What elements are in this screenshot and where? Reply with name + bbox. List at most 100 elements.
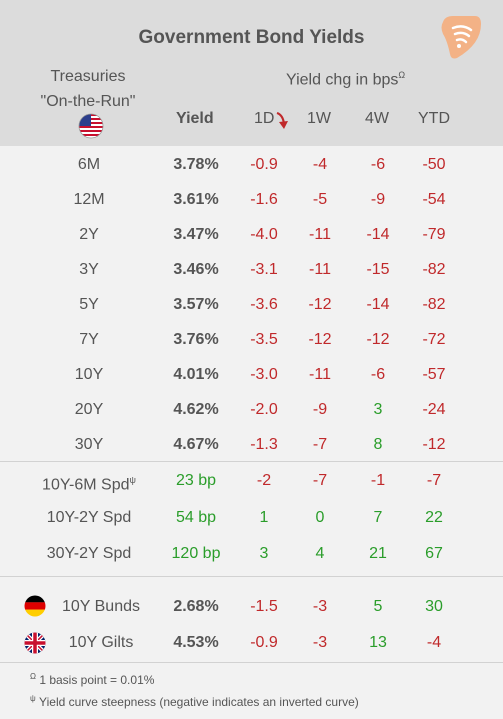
- row-label: 30Y: [74, 436, 104, 453]
- col-4w-header: 4W: [365, 110, 389, 127]
- footnote-steepness: ψ Yield curve steepness (negative indica…: [30, 694, 359, 709]
- spread-label: 10Y-6M Spd: [42, 476, 130, 494]
- row-ytd: -50: [422, 156, 446, 173]
- table-row: 10Y-2Y Spd 54 bp 1 0 7 22: [0, 500, 503, 535]
- row-1w: -5: [312, 191, 328, 208]
- table-row: 20Y 4.62% -2.0 -9 3 -24: [0, 392, 503, 427]
- row-4w: 3: [373, 401, 383, 418]
- footnote-basis-point: Ω 1 basis point = 0.01%: [30, 672, 154, 687]
- row-4w: -1: [370, 472, 386, 489]
- row-label: 30Y-2Y Spd: [46, 545, 132, 562]
- col-1w-header: 1W: [307, 110, 331, 127]
- row-1d: -0.9: [250, 634, 278, 651]
- row-4w: 8: [373, 436, 383, 453]
- row-yield: 3.47%: [173, 226, 219, 243]
- row-4w: -12: [366, 331, 390, 348]
- row-yield: 4.62%: [173, 401, 219, 418]
- psi-superscript: ψ: [129, 475, 136, 485]
- row-4w: -6: [370, 366, 386, 383]
- row-yield: 4.53%: [173, 634, 219, 651]
- logo-icon: [441, 16, 481, 59]
- footnote-text: 1 basis point = 0.01%: [39, 673, 155, 687]
- section-divider: [0, 461, 503, 462]
- row-1w: -7: [312, 472, 328, 489]
- on-the-run-label: "On-the-Run": [40, 93, 136, 110]
- row-1w: -11: [309, 366, 331, 383]
- row-1w: -7: [312, 436, 328, 453]
- row-label: 6M: [77, 156, 101, 173]
- germany-flag-icon: [24, 595, 46, 617]
- row-yield: 2.68%: [173, 598, 219, 615]
- row-4w: 5: [373, 598, 383, 615]
- row-ytd: 30: [425, 598, 443, 615]
- row-yield: 3.57%: [173, 296, 219, 313]
- row-1w: -3: [312, 634, 328, 651]
- row-ytd: -54: [422, 191, 446, 208]
- row-label: 5Y: [79, 296, 99, 313]
- row-1d: -1.3: [250, 436, 278, 453]
- row-label: 2Y: [79, 226, 99, 243]
- row-4w: 7: [373, 509, 383, 526]
- row-1w: -3: [312, 598, 328, 615]
- row-1d: -3.0: [250, 366, 278, 383]
- col-1d-header: 1D: [254, 110, 275, 127]
- row-1d: -4.0: [250, 226, 278, 243]
- row-yield: 3.61%: [173, 191, 219, 208]
- row-yield: 3.78%: [173, 156, 219, 173]
- row-1d: -1.5: [250, 598, 278, 615]
- col-ytd-header: YTD: [418, 110, 450, 127]
- row-ytd: 22: [425, 509, 443, 526]
- row-1w: -11: [309, 226, 331, 243]
- row-1d: -3.6: [250, 296, 278, 313]
- footnote-text: Yield curve steepness (negative indicate…: [39, 695, 359, 709]
- row-label: 10Y: [74, 366, 104, 383]
- row-1d: 3: [259, 545, 269, 562]
- table-row: 6M 3.78% -0.9 -4 -6 -50: [0, 147, 503, 182]
- row-label: 10Y Gilts: [68, 634, 134, 651]
- row-1d: 1: [259, 509, 269, 526]
- row-1w: 0: [315, 509, 325, 526]
- row-1w: -9: [312, 401, 328, 418]
- omega-superscript: Ω: [398, 70, 406, 80]
- row-1d: -3.5: [250, 331, 278, 348]
- row-yield: 23 bp: [175, 472, 217, 489]
- table-row: 2Y 3.47% -4.0 -11 -14 -79: [0, 217, 503, 252]
- row-1d: -3.1: [250, 261, 278, 278]
- row-yield: 120 bp: [171, 545, 221, 562]
- row-ytd: -7: [426, 472, 442, 489]
- row-ytd: -82: [422, 296, 446, 313]
- row-label: 10Y Bunds: [62, 598, 140, 615]
- sort-arrow-icon: [276, 111, 288, 129]
- table-row: 10Y Bunds 2.68% -1.5 -3 5 30: [0, 589, 503, 624]
- psi-superscript: ψ: [30, 694, 36, 703]
- row-4w: -14: [366, 226, 390, 243]
- row-label: 10Y-2Y Spd: [46, 509, 132, 526]
- row-4w: -15: [366, 261, 390, 278]
- row-1d: -2.0: [250, 401, 278, 418]
- table-row: 12M 3.61% -1.6 -5 -9 -54: [0, 182, 503, 217]
- row-yield: 3.46%: [173, 261, 219, 278]
- section-divider: [0, 662, 503, 663]
- row-label: 12M: [73, 191, 105, 208]
- yield-change-label: Yield chg in bps: [286, 71, 399, 89]
- row-1d: -1.6: [250, 191, 278, 208]
- table-row: 30Y 4.67% -1.3 -7 8 -12: [0, 427, 503, 462]
- row-ytd: -12: [422, 436, 446, 453]
- row-label: 10Y-6M Spdψ: [14, 463, 164, 502]
- row-ytd: -72: [422, 331, 446, 348]
- row-label: 7Y: [79, 331, 99, 348]
- page-title: Government Bond Yields: [138, 27, 365, 48]
- section-divider: [0, 576, 503, 577]
- uk-flag-icon: [24, 632, 46, 654]
- row-1w: 4: [315, 545, 325, 562]
- row-ytd: -79: [422, 226, 446, 243]
- row-1w: -4: [312, 156, 328, 173]
- us-flag-icon: [78, 113, 104, 139]
- yield-column-header: Yield: [176, 110, 214, 127]
- row-4w: 13: [369, 634, 387, 651]
- row-label: 3Y: [79, 261, 99, 278]
- row-1w: -12: [308, 331, 332, 348]
- row-4w: -6: [370, 156, 386, 173]
- table-row: 10Y 4.01% -3.0 -11 -6 -57: [0, 357, 503, 392]
